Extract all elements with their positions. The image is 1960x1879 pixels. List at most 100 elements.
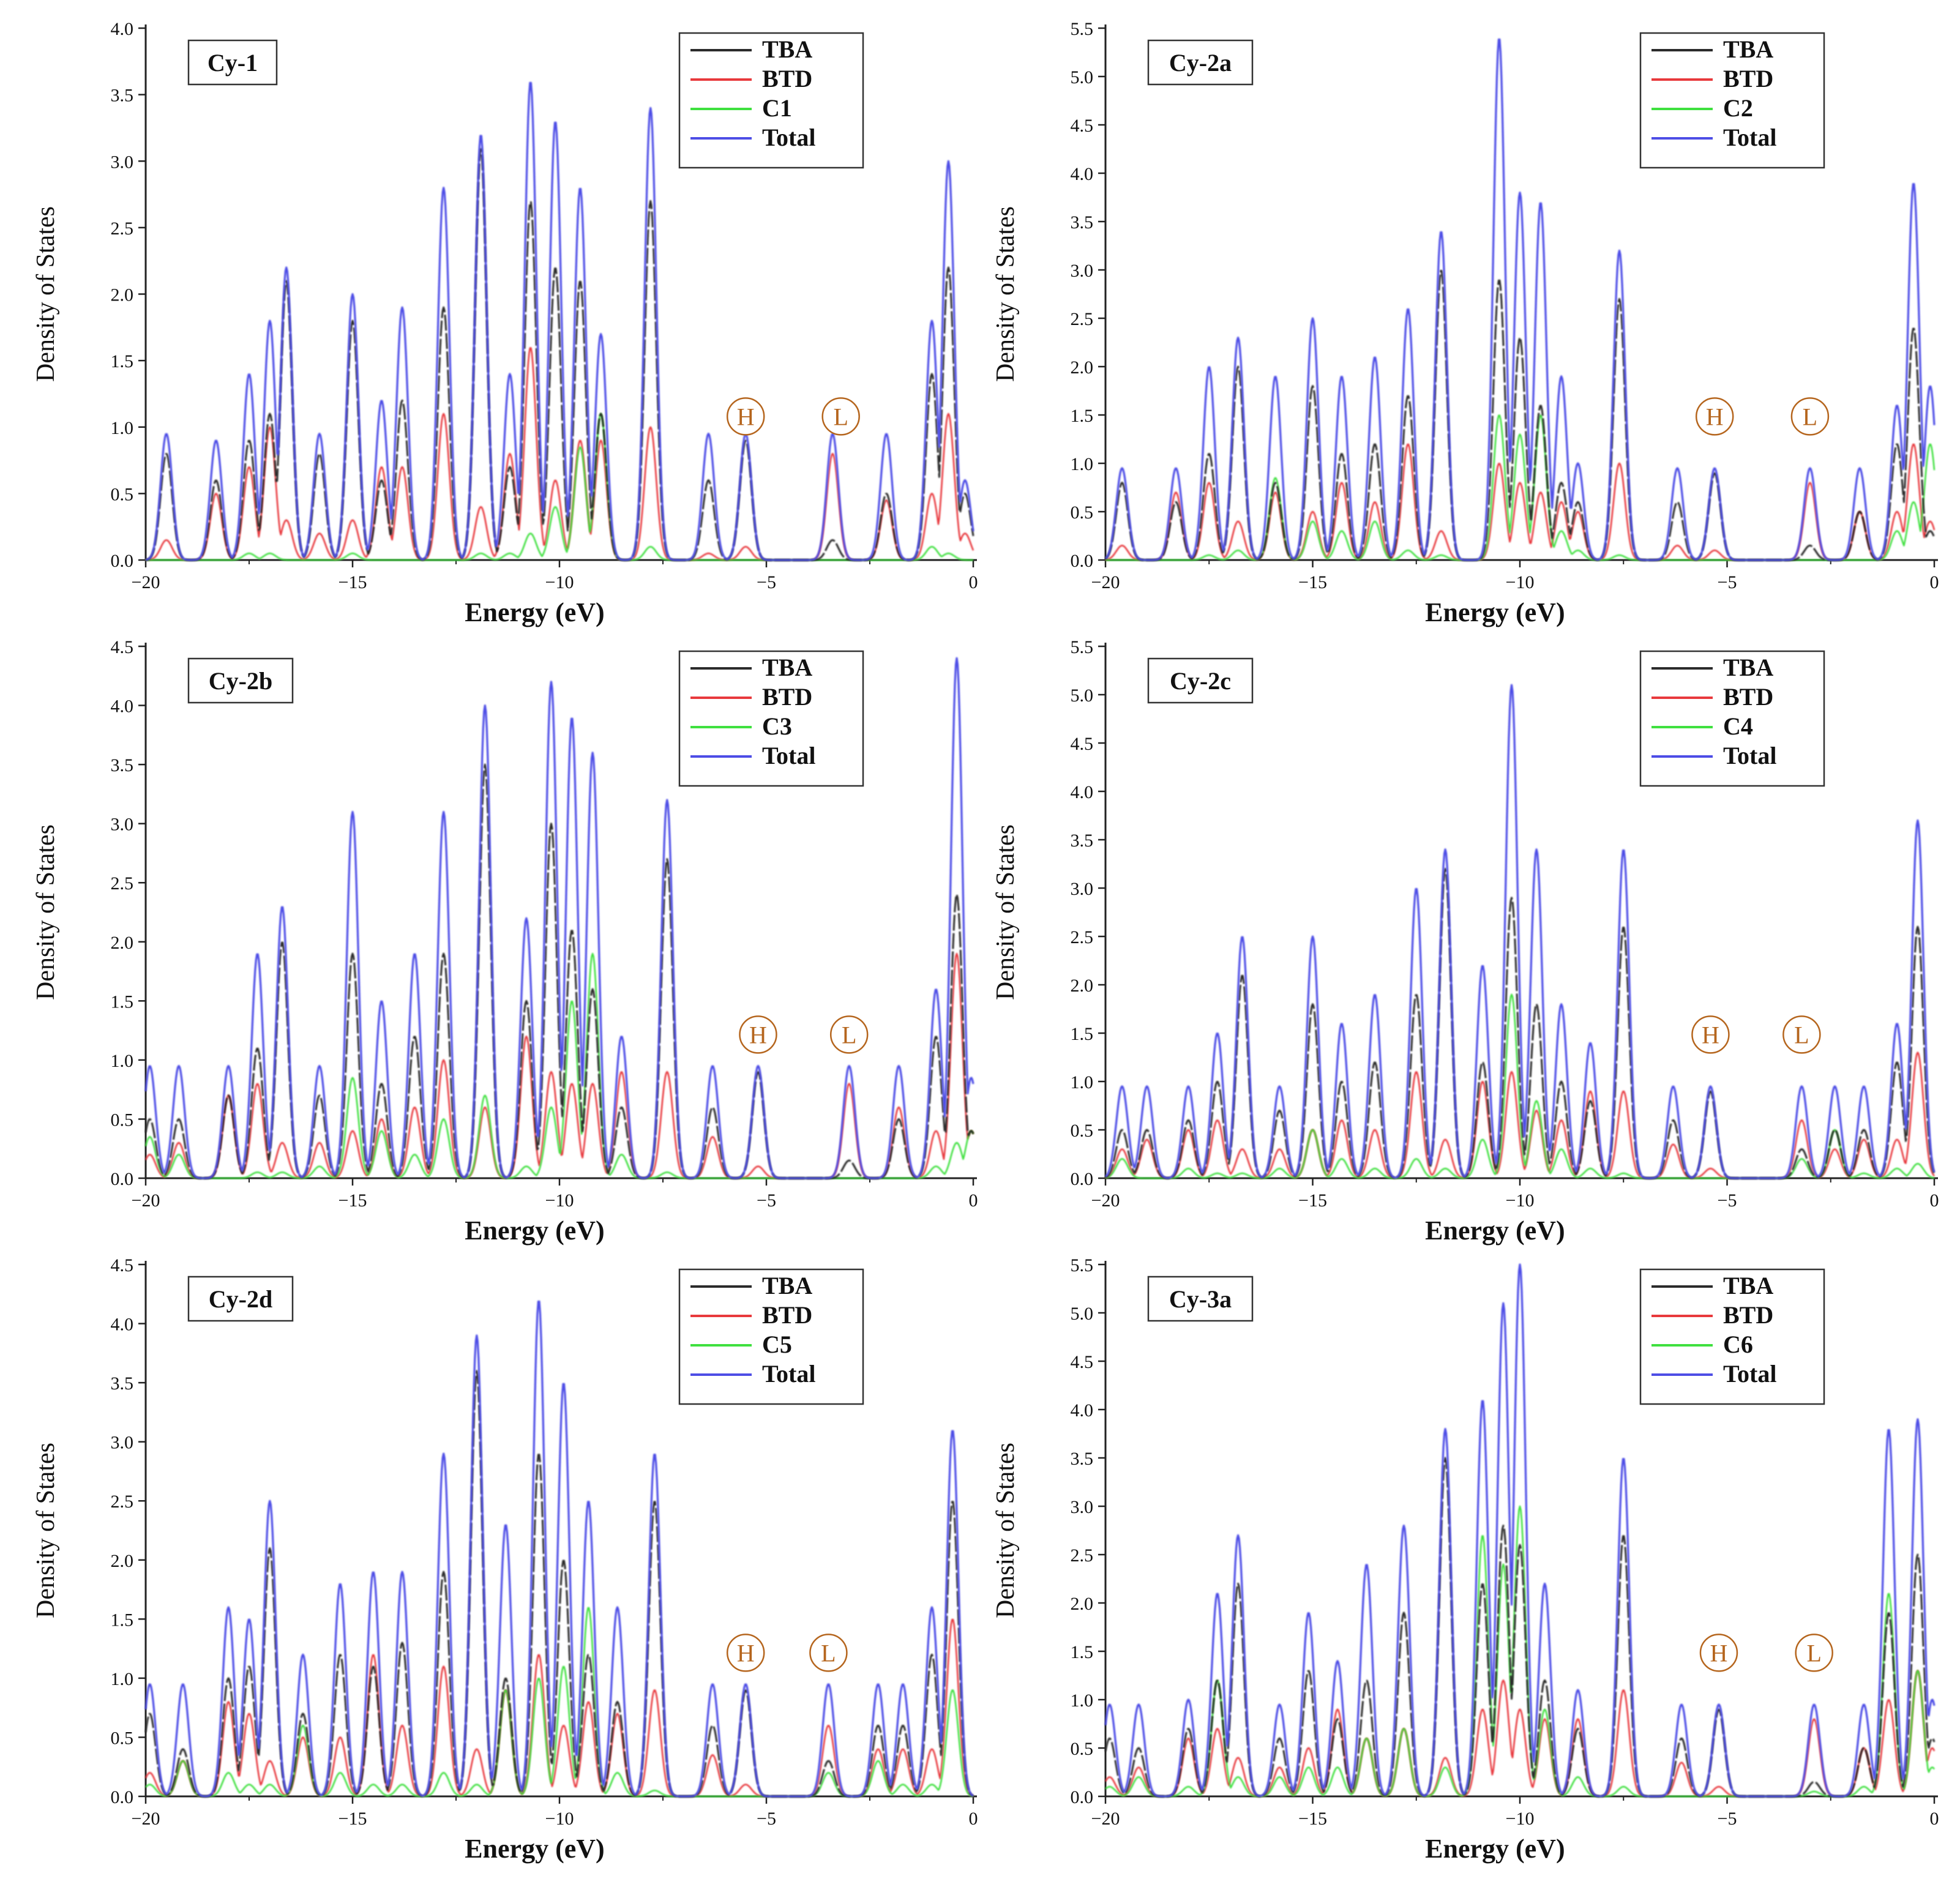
y-tick-label: 1.0	[1071, 454, 1094, 474]
x-tick-label: −20	[1091, 1809, 1120, 1829]
x-axis-title: Energy (eV)	[1425, 597, 1565, 627]
y-tick-label: 1.5	[1071, 1024, 1094, 1044]
x-axis-title: Energy (eV)	[465, 597, 605, 627]
legend-label: BTD	[762, 65, 812, 92]
y-tick-label: 0.5	[111, 1110, 134, 1130]
legend-label: C5	[762, 1331, 792, 1358]
lumo-marker-circle	[829, 1015, 869, 1054]
y-tick-label: 0.0	[1071, 1169, 1094, 1189]
y-tick-label: 1.0	[111, 1669, 134, 1689]
y-tick-label: 4.0	[1071, 782, 1094, 802]
legend-label: BTD	[1723, 65, 1773, 92]
y-tick-label: 2.5	[1071, 927, 1094, 947]
legend-label: TBA	[762, 35, 812, 63]
y-tick-label: 2.5	[1071, 309, 1094, 329]
y-tick-label: 5.0	[1071, 1304, 1094, 1324]
lumo-marker-label: L	[833, 403, 848, 430]
x-tick-label: −10	[545, 1809, 574, 1829]
y-tick-label: 1.0	[1071, 1690, 1094, 1711]
y-tick-label: 2.0	[1071, 357, 1094, 378]
panel-title: Cy-3a	[1169, 1285, 1232, 1313]
x-tick-label: −5	[757, 572, 776, 592]
x-tick-label: −20	[132, 1809, 160, 1829]
homo-marker-label: H	[737, 403, 755, 430]
y-tick-label: 4.5	[111, 637, 134, 657]
y-tick-label: 0.0	[111, 551, 134, 571]
x-tick-label: 0	[1930, 572, 1939, 592]
x-axis-title: Energy (eV)	[465, 1834, 605, 1864]
legend-label: C2	[1723, 94, 1753, 122]
y-tick-label: 4.5	[1071, 116, 1094, 136]
homo-marker-circle	[739, 1015, 777, 1054]
legend-box	[678, 1268, 864, 1405]
x-tick-label: −5	[757, 1190, 776, 1211]
lumo-marker-label: L	[821, 1639, 836, 1667]
btd-curve	[144, 1618, 974, 1798]
y-tick-label: 3.0	[1071, 1497, 1094, 1517]
fragment-curve	[1105, 993, 1935, 1179]
legend-box	[678, 650, 864, 787]
x-tick-label: −15	[1298, 572, 1327, 592]
y-tick-label: 1.5	[111, 1610, 134, 1630]
x-tick-label: −10	[545, 572, 574, 592]
panel-title-box	[187, 1276, 294, 1322]
y-tick-label: 2.0	[111, 933, 134, 953]
x-tick-label: 0	[1930, 1190, 1939, 1211]
legend-label: C4	[1723, 712, 1753, 740]
x-tick-label: −5	[1718, 1809, 1737, 1829]
panel-title: Cy-2d	[209, 1285, 272, 1313]
legend-label: TBA	[762, 1272, 812, 1299]
x-tick-label: −10	[1506, 572, 1535, 592]
y-tick-label: 0.5	[1071, 502, 1094, 523]
tba-curve	[144, 763, 974, 1179]
tba-curve	[1105, 867, 1936, 1179]
homo-marker-circle	[726, 397, 765, 436]
y-axis-title: Density of States	[992, 824, 1020, 1000]
y-tick-label: 1.0	[111, 418, 134, 438]
y-axis-title: Density of States	[992, 206, 1020, 382]
panel-title-box	[1147, 39, 1254, 86]
homo-marker-label: H	[737, 1639, 755, 1667]
dos-panel-cy-1: 0.0 0.5 1.0 1.5 2.0 2.5 3.0 3.5 4.0 −20 −15 −10 −5 0 E…	[32, 19, 978, 627]
legend-label: Total	[762, 124, 815, 151]
fragment-curve	[144, 952, 974, 1179]
homo-marker-circle	[726, 1634, 765, 1672]
homo-marker-label: H	[1706, 403, 1724, 430]
y-tick-label: 4.0	[1071, 164, 1094, 184]
legend-label: Total	[762, 742, 815, 769]
y-tick-label: 2.0	[111, 285, 134, 305]
y-tick-label: 5.0	[1071, 67, 1094, 88]
y-tick-label: 0.0	[111, 1787, 134, 1807]
legend-label: C1	[762, 94, 792, 122]
y-tick-label: 0.0	[1071, 551, 1094, 571]
homo-marker-circle	[1691, 1015, 1730, 1054]
legend-label: BTD	[762, 683, 812, 711]
y-tick-label: 4.5	[111, 1255, 134, 1276]
homo-marker-label: H	[1710, 1639, 1728, 1667]
x-tick-label: −15	[339, 1190, 367, 1211]
panel-title-box	[187, 657, 294, 704]
y-tick-label: 1.5	[111, 351, 134, 372]
x-tick-label: −10	[1506, 1190, 1535, 1211]
btd-curve	[1105, 1052, 1936, 1179]
y-tick-label: 3.5	[111, 86, 134, 106]
y-tick-label: 4.0	[111, 19, 134, 39]
legend-label: TBA	[762, 654, 812, 681]
y-tick-label: 1.5	[1071, 1642, 1094, 1662]
y-tick-label: 5.5	[1071, 19, 1094, 39]
y-axis-title: Density of States	[32, 824, 60, 1000]
y-tick-label: 3.5	[1071, 1449, 1094, 1469]
legend-box	[1639, 1268, 1825, 1405]
y-tick-label: 3.5	[111, 1373, 134, 1394]
dos-panel-cy-2d: 0.0 0.5 1.0 1.5 2.0 2.5 3.0 3.5 4.0 4.5 −20 −15 −10 −…	[32, 1255, 978, 1864]
dos-panel-cy-2b: 0.0 0.5 1.0 1.5 2.0 2.5 3.0 3.5 4.0 4.5 −20 −15 −10 −…	[32, 637, 978, 1246]
legend-label: C6	[1723, 1331, 1753, 1358]
panel-title: Cy-2a	[1169, 49, 1232, 77]
y-tick-label: 0.5	[1071, 1121, 1094, 1141]
legend-label: TBA	[1723, 1272, 1773, 1299]
y-tick-label: 0.5	[1071, 1739, 1094, 1759]
x-tick-label: −5	[757, 1809, 776, 1829]
x-tick-label: −20	[1091, 572, 1120, 592]
legend-label: Total	[762, 1360, 815, 1388]
